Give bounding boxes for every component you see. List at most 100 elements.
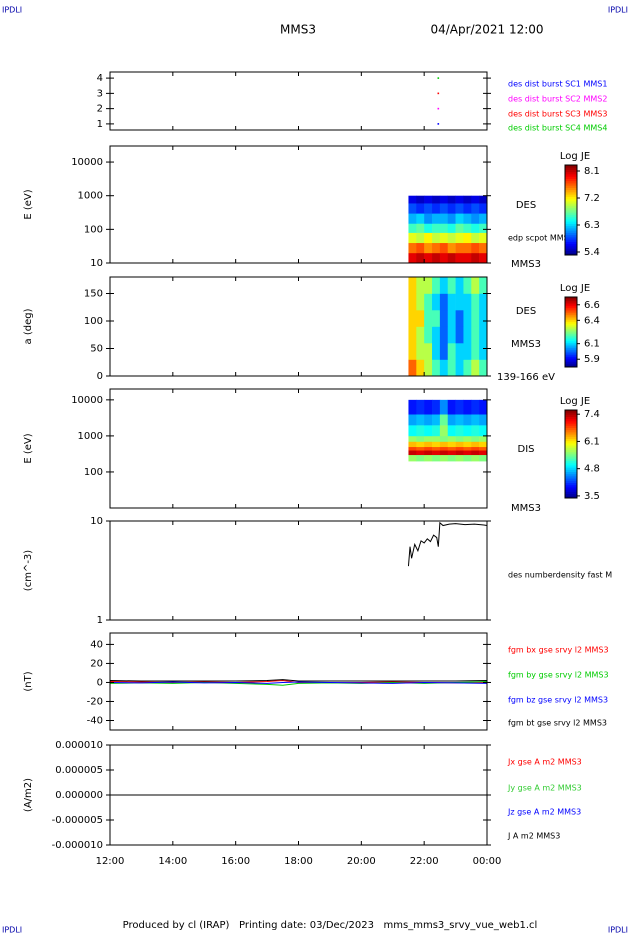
heatmap-cell <box>416 242 425 254</box>
heatmap-cell <box>439 195 449 204</box>
heatmap-cell <box>463 441 472 448</box>
corner-label: IPDLI <box>2 6 22 15</box>
legend-entry: des numberdensity fast M <box>508 571 612 580</box>
colorbar-step <box>565 216 577 220</box>
colorbar-step <box>565 219 577 222</box>
heatmap-cell <box>455 293 464 311</box>
heatmap-cell <box>455 326 464 344</box>
colorbar-tick-label: 6.4 <box>584 315 600 326</box>
colorbar-step <box>565 309 577 312</box>
colorbar-step <box>565 300 577 303</box>
heatmap-cell <box>439 441 449 448</box>
heatmap-cell <box>479 195 488 204</box>
heatmap-cell <box>447 343 456 360</box>
colorbar-frame <box>564 409 578 499</box>
heatmap-cell <box>416 195 425 204</box>
colorbar-step <box>565 425 577 428</box>
colorbar-step <box>565 335 577 338</box>
heatmap-cell <box>432 454 441 462</box>
colorbar-step <box>565 332 577 335</box>
legend-entry: des dist burst SC2 MMS2 <box>508 95 607 104</box>
colorbar-tick-label: 6.3 <box>584 220 600 231</box>
heatmap-cell <box>463 326 472 344</box>
heatmap-cell <box>447 232 456 244</box>
legend-entry: fgm bt gse srvy l2 MMS3 <box>508 719 607 728</box>
heatmap-cell <box>455 203 464 214</box>
footer: Produced by cl (IRAP) Printing date: 03/… <box>123 920 538 931</box>
heatmap-cell <box>439 310 449 327</box>
heatmap-cell <box>424 242 433 254</box>
heatmap-cell <box>463 454 472 462</box>
heatmap-cell <box>479 435 488 442</box>
heatmap-cell <box>416 310 425 327</box>
heatmap-cell <box>439 293 449 311</box>
heatmap-cell <box>479 242 488 254</box>
heatmap-cell <box>455 435 464 442</box>
heatmap-cell <box>463 450 472 456</box>
y-axis-label: (A/m2) <box>23 778 34 812</box>
heatmap-cell <box>432 359 441 377</box>
y-axis-label: (cm^-3) <box>23 550 34 591</box>
heatmap-cell <box>447 359 456 377</box>
annotation: MMS3 <box>511 503 541 514</box>
heatmap-cell <box>479 232 488 244</box>
heatmap-cell <box>432 242 441 254</box>
colorbar-step <box>565 323 577 326</box>
heatmap-cell <box>471 450 480 456</box>
colorbar-step <box>565 363 577 366</box>
heatmap-cell <box>479 450 488 456</box>
heatmap-cell <box>408 252 417 264</box>
heatmap-cell <box>463 213 472 224</box>
heatmap-cell <box>447 252 456 264</box>
heatmap-cell <box>439 425 449 437</box>
heatmap-cell <box>416 435 425 442</box>
colorbar-step <box>565 491 577 494</box>
heatmap-cell <box>432 450 441 456</box>
corner-label: IPDLI <box>2 926 22 934</box>
heatmap-cell <box>479 277 488 294</box>
colorbar-tick-label: 7.4 <box>584 409 600 420</box>
heatmap-cell <box>424 359 433 377</box>
heatmap-cell <box>471 232 480 244</box>
colorbar-step <box>565 445 577 448</box>
heatmap-cell <box>471 310 480 327</box>
colorbar-step <box>565 358 577 361</box>
heatmap-cell <box>432 446 441 451</box>
heatmap-cell <box>408 454 417 462</box>
y-tick-label: 100 <box>84 224 103 235</box>
colorbar-step <box>565 365 577 368</box>
heatmap-cell <box>471 454 480 462</box>
colorbar-step <box>565 471 577 475</box>
legend-entry: des dist burst SC4 MMS4 <box>508 124 607 133</box>
heatmap-cell <box>463 277 472 294</box>
heatmap-cell <box>424 399 433 415</box>
colorbar-step <box>565 482 577 486</box>
y-tick-label: 10000 <box>71 395 103 406</box>
heatmap-cell <box>432 203 441 214</box>
colorbar-step <box>565 414 577 417</box>
heatmap-cell <box>416 277 425 294</box>
heatmap-cell <box>408 310 417 327</box>
colorbar-step <box>565 203 577 206</box>
colorbar-step <box>565 176 577 179</box>
heatmap-cell <box>463 195 472 204</box>
colorbar-step <box>565 337 577 340</box>
heatmap-cell <box>439 454 449 462</box>
heatmap-cell <box>455 425 464 437</box>
colorbar-frame <box>564 164 578 256</box>
colorbar-step <box>565 410 577 413</box>
heatmap-cell <box>455 232 464 244</box>
heatmap-cell <box>439 446 449 451</box>
colorbar-step <box>565 196 577 200</box>
heatmap-cell <box>416 399 425 415</box>
heatmap-cell <box>424 454 433 462</box>
heatmap-cell <box>432 326 441 344</box>
colorbar-step <box>565 434 577 437</box>
y-tick-label: -0.000005 <box>52 815 103 826</box>
colorbar-step <box>565 248 577 251</box>
colorbar-step <box>565 495 577 499</box>
heatmap-cell <box>432 277 441 294</box>
colorbar-step <box>565 246 577 249</box>
data-dot <box>437 92 440 95</box>
y-tick-label: 1000 <box>78 191 103 202</box>
